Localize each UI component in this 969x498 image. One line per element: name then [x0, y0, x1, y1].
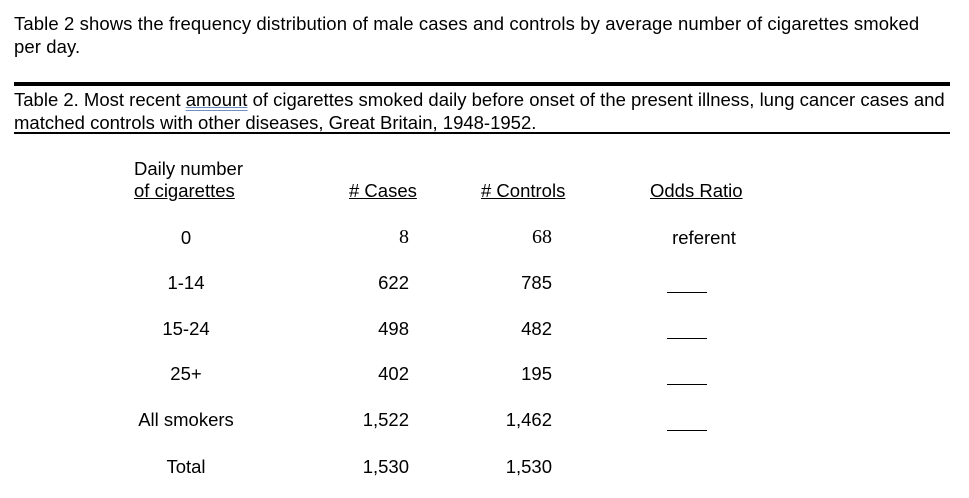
- row-4-cases: 1,522: [362, 409, 409, 430]
- row-4-label: All smokers: [138, 409, 234, 430]
- header-daily-number: Daily number of cigarettes: [134, 158, 243, 202]
- header-controls: # Controls: [481, 180, 566, 201]
- caption-underlined-word: amount: [185, 89, 248, 110]
- row-2-cases: 498: [378, 318, 409, 339]
- row-0-odds-ratio: referent: [672, 227, 736, 248]
- caption-bottom-rule: [14, 132, 950, 134]
- row-5-cases: 1,530: [362, 456, 409, 477]
- row-1-label: 1-14: [167, 272, 205, 293]
- row-5-label: Total: [166, 456, 206, 477]
- row-2-controls: 482: [521, 318, 552, 339]
- header-daily-number-line2: of cigarettes: [134, 180, 235, 201]
- row-4-odds-ratio-blank: [667, 430, 707, 431]
- row-0-cases: 8: [399, 226, 409, 248]
- caption-suffix: of cigarettes smoked daily before onset …: [14, 89, 945, 133]
- row-0-label: 0: [180, 227, 192, 248]
- row-3-odds-ratio-blank: [667, 384, 707, 385]
- header-daily-number-line1: Daily number: [134, 158, 243, 179]
- row-2-odds-ratio-blank: [667, 338, 707, 339]
- table-caption: Table 2. Most recent amount of cigarette…: [14, 88, 950, 134]
- row-1-controls: 785: [521, 272, 552, 293]
- row-1-cases: 622: [378, 272, 409, 293]
- row-4-controls: 1,462: [505, 409, 552, 430]
- row-3-controls: 195: [521, 363, 552, 384]
- caption-prefix: Table 2. Most recent: [14, 89, 186, 110]
- row-5-controls: 1,530: [505, 456, 552, 477]
- row-2-label: 15-24: [162, 318, 210, 339]
- header-odds-ratio: Odds Ratio: [650, 180, 743, 201]
- header-cases: # Cases: [349, 180, 417, 201]
- row-0-controls: 68: [532, 226, 552, 248]
- table-top-rule: [14, 82, 950, 86]
- row-3-label: 25+: [170, 363, 202, 384]
- row-1-odds-ratio-blank: [667, 292, 707, 293]
- row-3-cases: 402: [378, 363, 409, 384]
- intro-paragraph: Table 2 shows the frequency distribution…: [14, 13, 920, 57]
